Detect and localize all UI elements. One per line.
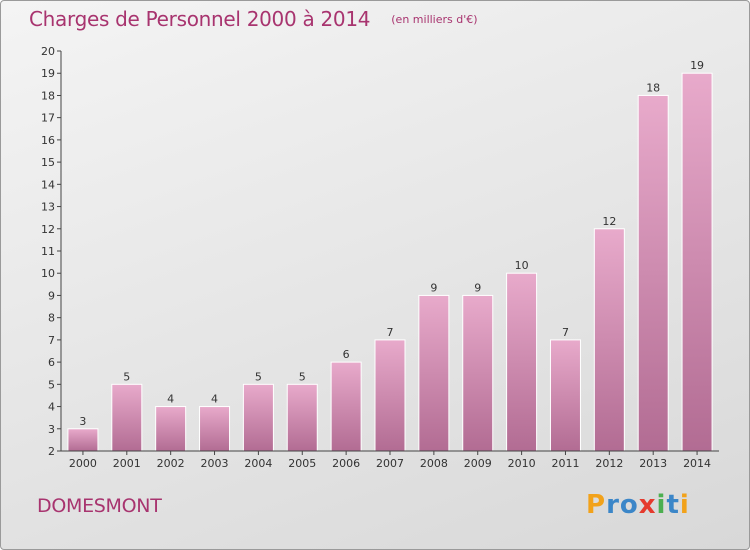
chart-subtitle: (en milliers d'€)	[391, 13, 478, 26]
y-tick-label: 2	[48, 445, 55, 458]
bar-2012	[593, 228, 625, 452]
x-tick-label: 2010	[508, 457, 536, 470]
bar-2009	[462, 294, 494, 452]
y-tick-label: 12	[41, 223, 55, 236]
bar-2005	[286, 383, 318, 452]
bar-2003	[199, 406, 231, 452]
chart-title: Charges de Personnel 2000 à 2014	[29, 7, 371, 31]
x-tick-label: 2009	[464, 457, 492, 470]
y-tick-label: 5	[48, 378, 55, 391]
y-tick-label: 11	[41, 245, 55, 258]
bar-value-label: 4	[167, 393, 174, 406]
bar-value-label: 9	[430, 281, 437, 294]
bars-layer: 3 5 4 4 5 5 6 7 9 9 10 7 12 18 19	[67, 59, 713, 452]
x-tick-label: 2011	[551, 457, 579, 470]
y-tick-label: 16	[41, 134, 55, 147]
bar-value-label: 7	[387, 326, 394, 339]
bar-value-label: 12	[602, 215, 616, 228]
proxiti-logo: Proxiti	[586, 490, 690, 520]
y-tick-label: 7	[48, 334, 55, 347]
x-tick-label: 2000	[69, 457, 97, 470]
x-tick-label: 2003	[201, 457, 229, 470]
y-tick-label: 15	[41, 156, 55, 169]
bar-value-label: 4	[211, 393, 218, 406]
logo-letter: i	[679, 490, 690, 520]
bar-2006	[330, 361, 362, 452]
logo-letter: t	[666, 490, 680, 520]
commune-name: DOMESMONT	[37, 495, 162, 517]
x-tick-label: 2007	[376, 457, 404, 470]
x-tick-label: 2005	[288, 457, 316, 470]
y-tick-label: 4	[48, 401, 55, 414]
x-tick-label: 2002	[157, 457, 185, 470]
bar-value-label: 18	[646, 81, 660, 94]
bar-2014	[681, 72, 713, 452]
bar-value-label: 3	[79, 415, 86, 428]
x-tick-label: 2013	[639, 457, 667, 470]
y-tick-label: 17	[41, 112, 55, 125]
bar-value-label: 6	[343, 348, 350, 361]
y-tick-label: 14	[41, 178, 55, 191]
bar-2000	[67, 428, 99, 452]
bar-value-label: 9	[474, 281, 481, 294]
bar-2011	[549, 339, 581, 452]
x-tick-label: 2012	[595, 457, 623, 470]
logo-letter: o	[619, 490, 639, 520]
bar-2013	[637, 94, 669, 452]
bar-2007	[374, 339, 406, 452]
logo-letter: P	[586, 490, 607, 520]
logo-letter: x	[638, 490, 657, 520]
bar-value-label: 10	[515, 259, 529, 272]
bar-value-label: 7	[562, 326, 569, 339]
bar-2004	[242, 383, 274, 452]
bar-2002	[155, 406, 187, 452]
y-tick-label: 9	[48, 289, 55, 302]
y-tick-label: 10	[41, 267, 55, 280]
x-tick-label: 2008	[420, 457, 448, 470]
bar-2001	[111, 383, 143, 452]
title-row: Charges de Personnel 2000 à 2014 (en mil…	[29, 7, 478, 31]
bar-value-label: 5	[255, 370, 262, 383]
bar-2010	[506, 272, 538, 452]
x-tick-label: 2004	[244, 457, 272, 470]
y-tick-label: 13	[41, 201, 55, 214]
logo-letter: i	[656, 490, 667, 520]
axes-layer: 2 3 4 5 6 7 8 9 10 11 12 13 14 15 16 17 18 19 20 2000 2001 20…	[41, 45, 719, 470]
y-tick-label: 3	[48, 423, 55, 436]
y-tick-label: 20	[41, 45, 55, 58]
bar-value-label: 5	[123, 370, 130, 383]
y-tick-label: 6	[48, 356, 55, 369]
bar-value-label: 19	[690, 59, 704, 72]
bar-2008	[418, 294, 450, 452]
x-tick-label: 2006	[332, 457, 360, 470]
x-tick-label: 2001	[113, 457, 141, 470]
y-tick-label: 18	[41, 89, 55, 102]
x-tick-label: 2014	[683, 457, 711, 470]
bar-value-label: 5	[299, 370, 306, 383]
logo-letter: r	[606, 490, 620, 520]
y-tick-label: 8	[48, 312, 55, 325]
y-tick-label: 19	[41, 67, 55, 80]
